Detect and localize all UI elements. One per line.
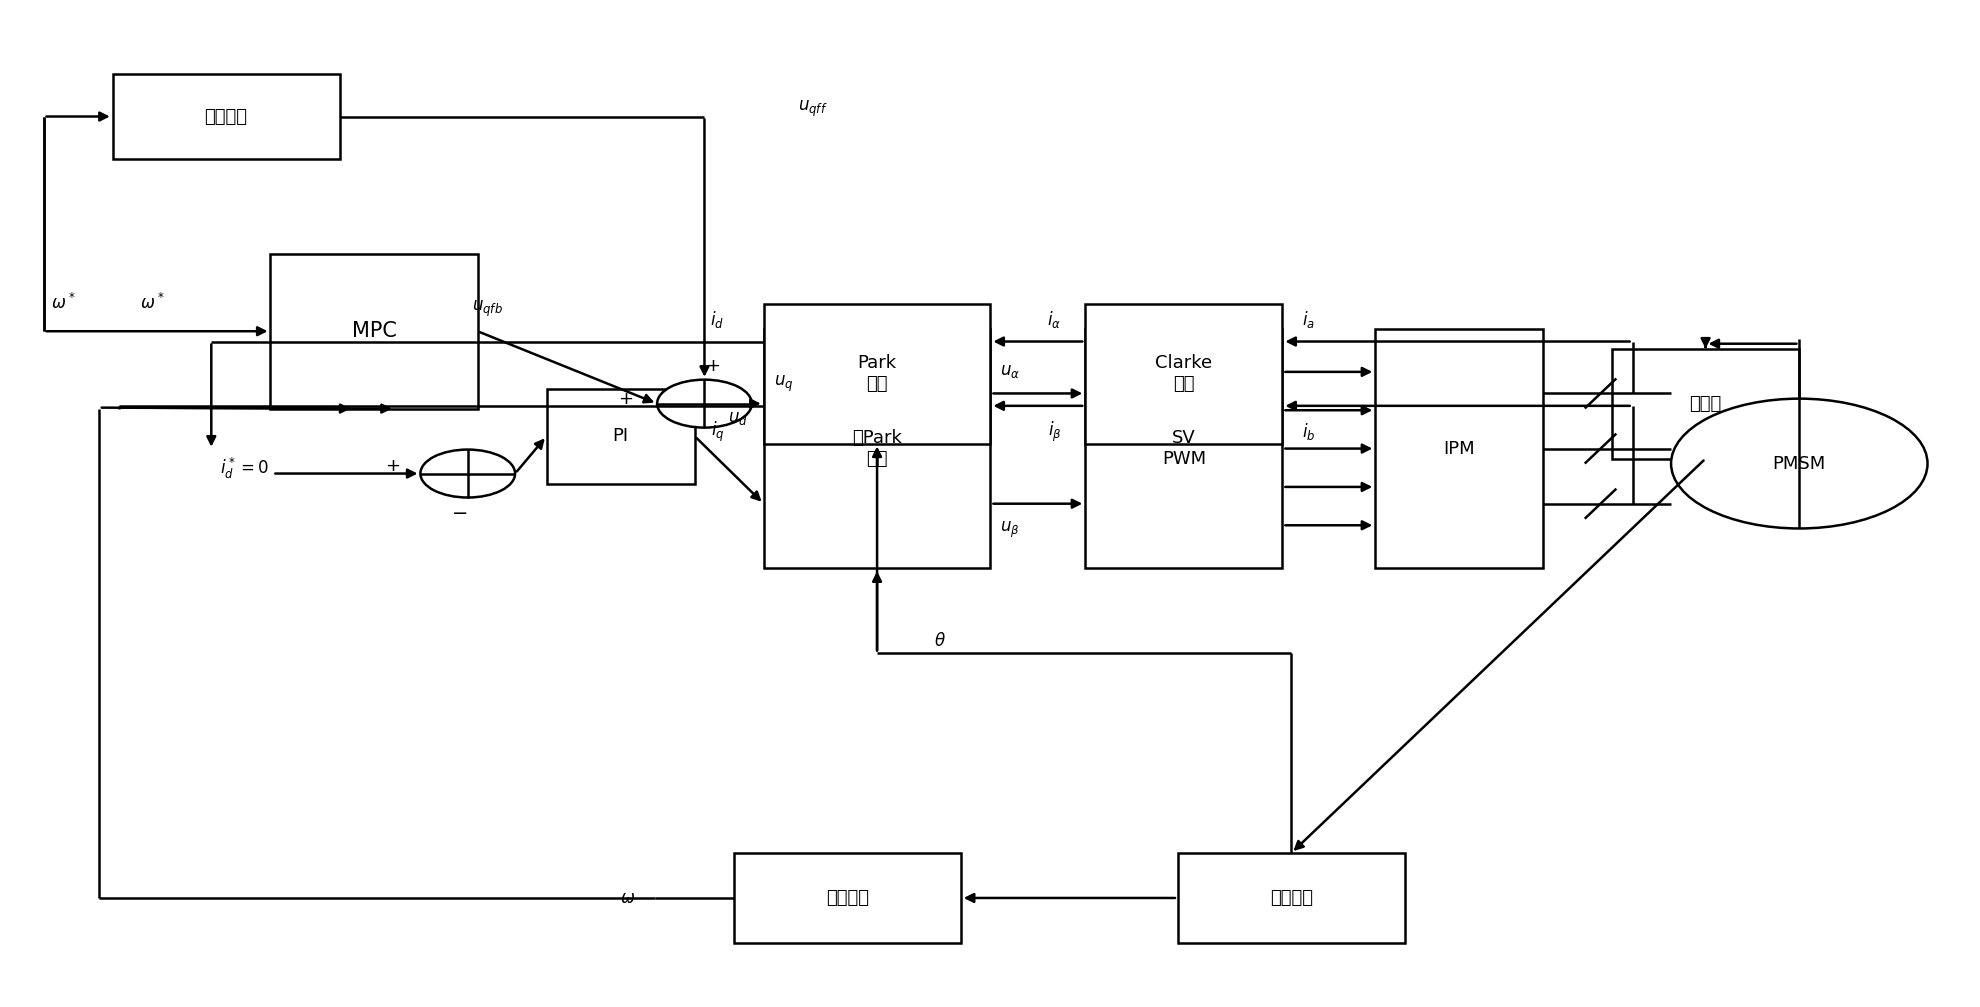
Text: PI: PI	[612, 427, 628, 445]
Text: +: +	[384, 456, 400, 474]
Text: $i_d$: $i_d$	[709, 309, 725, 330]
Text: $\omega^*$: $\omega^*$	[141, 293, 164, 313]
Text: $\omega$: $\omega$	[620, 889, 636, 907]
Circle shape	[657, 380, 752, 428]
Text: $i_a$: $i_a$	[1301, 309, 1315, 330]
Text: $u_q$: $u_q$	[774, 374, 792, 394]
Text: 编码器: 编码器	[1689, 395, 1721, 413]
Text: $\omega^*$: $\omega^*$	[51, 293, 75, 313]
Text: 角度计算: 角度计算	[1269, 889, 1313, 907]
Text: 前馈控制: 前馈控制	[204, 108, 248, 126]
Text: $u_{qfb}$: $u_{qfb}$	[471, 299, 503, 319]
Text: +: +	[705, 356, 719, 375]
FancyBboxPatch shape	[735, 853, 960, 943]
Text: $i_\alpha$: $i_\alpha$	[1047, 309, 1061, 330]
Circle shape	[420, 449, 515, 497]
FancyBboxPatch shape	[1612, 348, 1798, 458]
FancyBboxPatch shape	[1085, 304, 1281, 443]
Circle shape	[1671, 399, 1927, 529]
Text: $i_d^*=0$: $i_d^*=0$	[220, 456, 269, 481]
Text: 速度计算: 速度计算	[826, 889, 869, 907]
FancyBboxPatch shape	[762, 304, 990, 443]
Text: Clarke
变换: Clarke 变换	[1154, 354, 1212, 393]
FancyBboxPatch shape	[546, 389, 695, 483]
FancyBboxPatch shape	[271, 254, 477, 409]
Text: $u_{qff}$: $u_{qff}$	[798, 99, 828, 119]
Text: +: +	[618, 390, 634, 408]
Text: MPC: MPC	[350, 321, 396, 341]
Text: $i_b$: $i_b$	[1301, 421, 1315, 442]
Text: SV
PWM: SV PWM	[1160, 429, 1206, 468]
Text: $u_d$: $u_d$	[727, 409, 748, 427]
Text: $i_q$: $i_q$	[711, 420, 725, 444]
Text: −: −	[451, 504, 467, 523]
FancyBboxPatch shape	[113, 75, 339, 159]
Text: Park
变换: Park 变换	[857, 354, 897, 393]
Text: PMSM: PMSM	[1772, 454, 1826, 472]
FancyBboxPatch shape	[1085, 328, 1281, 568]
Text: $u_\beta$: $u_\beta$	[1000, 520, 1020, 540]
FancyBboxPatch shape	[762, 328, 990, 568]
FancyBboxPatch shape	[1374, 328, 1542, 568]
Text: $i_\beta$: $i_\beta$	[1047, 420, 1061, 444]
Text: $\theta$: $\theta$	[935, 632, 946, 651]
Text: 反Park
变换: 反Park 变换	[851, 429, 901, 468]
FancyBboxPatch shape	[1178, 853, 1404, 943]
Text: IPM: IPM	[1443, 440, 1473, 457]
Text: $u_\alpha$: $u_\alpha$	[1000, 363, 1020, 381]
